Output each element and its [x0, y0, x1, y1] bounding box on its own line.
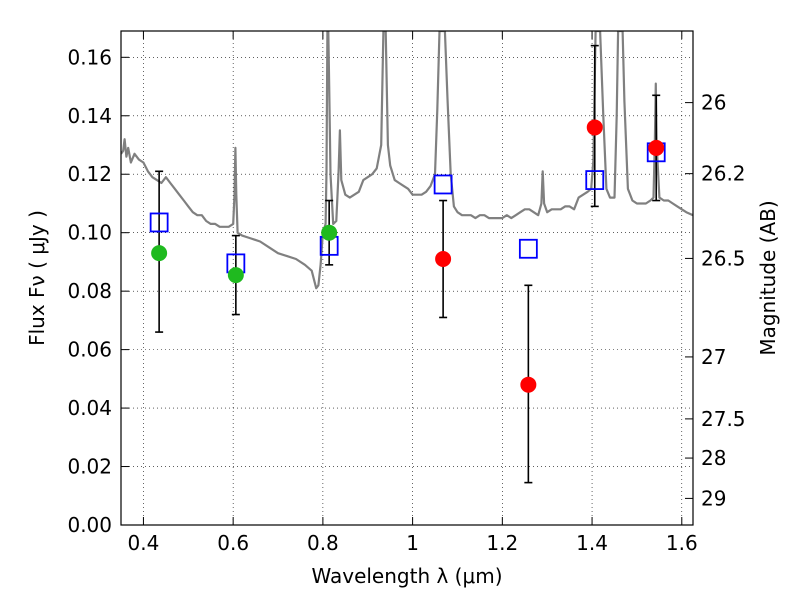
- y-tick-label: 0.00: [67, 513, 112, 537]
- model-flux-marker: [433, 174, 453, 195]
- model-flux-marker: [518, 238, 538, 259]
- model-spectrum-line: [121, 31, 693, 290]
- magnitude-axis-ticks: 26 26.2 26.5 27 27.5 28 29: [685, 91, 746, 510]
- magnitude-tick-label: 28: [701, 446, 726, 470]
- observed-flux-point: [227, 267, 244, 284]
- plot-frame: [120, 30, 694, 526]
- magnitude-tick-label: 26: [701, 91, 726, 115]
- x-tick-label: 0.8: [307, 531, 339, 555]
- y-tick-label: 0.16: [67, 45, 112, 69]
- y-tick-label: 0.12: [67, 162, 112, 186]
- y-tick-label: 0.08: [67, 279, 112, 303]
- x-axis-label: Wavelength λ (μm): [311, 564, 502, 588]
- x-tick-label: 0.6: [217, 531, 249, 555]
- magnitude-tick-label: 27.5: [701, 407, 746, 431]
- right-y-axis-label: Magnitude (AB): [756, 200, 780, 355]
- y-tick-label: 0.10: [67, 221, 112, 245]
- y-axis-label: Flux Fν ( μJy ): [25, 210, 49, 346]
- model-flux-marker: [149, 212, 169, 233]
- y-tick-label: 0.04: [67, 396, 112, 420]
- observed-flux-points: [151, 119, 665, 393]
- y-axis-ticks: 0.00 0.02 0.04 0.06 0.08 0.10 0.12 0.14 0.16: [67, 45, 129, 537]
- observed-flux-point: [520, 376, 537, 393]
- y-tick-label: 0.06: [67, 338, 112, 362]
- x-tick-label: 1: [406, 531, 419, 555]
- model-flux-marker: [585, 170, 605, 190]
- magnitude-tick-label: 29: [701, 486, 726, 510]
- magnitude-tick-label: 26.5: [701, 246, 746, 270]
- y-tick-label: 0.02: [67, 455, 112, 479]
- gridlines: [121, 31, 693, 525]
- x-axis-ticks: 0.4 0.6 0.8 1 1.2 1.4 1.6: [128, 31, 698, 555]
- x-tick-label: 1.2: [486, 531, 518, 555]
- x-tick-label: 0.4: [128, 531, 160, 555]
- x-tick-label: 1.4: [576, 531, 608, 555]
- magnitude-tick-label: 27: [701, 345, 726, 369]
- observed-flux-point: [435, 251, 452, 267]
- plot-area: [121, 31, 693, 525]
- x-tick-label: 1.6: [666, 531, 698, 555]
- y-tick-label: 0.14: [67, 104, 112, 128]
- observed-flux-point: [648, 139, 665, 156]
- magnitude-tick-label: 26.2: [701, 162, 746, 186]
- observed-flux-point: [151, 245, 168, 262]
- observed-flux-point: [586, 119, 603, 136]
- model-spectrum-layer: [121, 31, 693, 290]
- observed-flux-point: [321, 224, 338, 241]
